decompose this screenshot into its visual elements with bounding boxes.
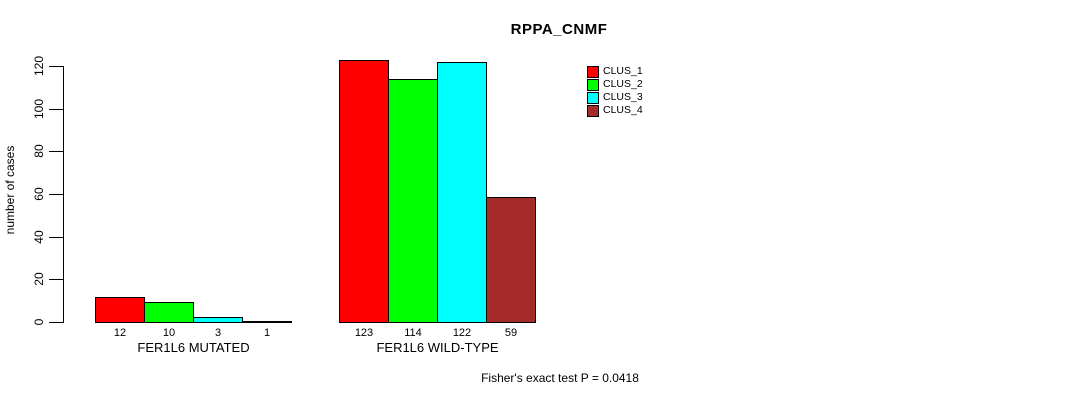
y-tick-label: 100: [32, 98, 46, 120]
y-tick-label: 120: [32, 55, 46, 77]
bar-value-label: 114: [404, 327, 422, 339]
y-tick-label: 0: [32, 318, 46, 326]
bar-value-label: 3: [214, 327, 222, 339]
bar-clus_3-group2: [437, 62, 487, 323]
legend-label-clus_3: CLUS_3: [603, 91, 643, 103]
legend-label-clus_4: CLUS_4: [603, 104, 643, 116]
bar-value-label: 122: [452, 327, 472, 339]
x-group-label: FER1L6 MUTATED: [137, 340, 250, 355]
bar-value-label: 123: [354, 327, 374, 339]
legend-swatch-clus_4: [587, 105, 599, 117]
y-tick: [49, 194, 63, 195]
x-group-label: FER1L6 WILD-TYPE: [376, 340, 499, 355]
y-tick: [49, 151, 63, 152]
bar-value-label: 12: [113, 327, 127, 339]
y-tick: [49, 109, 63, 110]
bar-value-label: 1: [263, 327, 271, 339]
y-tick-label: 60: [32, 187, 46, 201]
bar-value-label: 59: [504, 327, 518, 339]
y-tick: [49, 66, 63, 67]
legend-swatch-clus_2: [587, 79, 599, 91]
bar-clus_4-group2: [486, 197, 536, 323]
y-tick-label: 80: [32, 144, 46, 158]
y-tick: [49, 322, 63, 323]
fisher-test-annotation: Fisher's exact test P = 0.0418: [481, 371, 639, 385]
bar-value-label: 10: [162, 327, 176, 339]
legend-label-clus_2: CLUS_2: [603, 78, 643, 90]
bar-clus_1-group2: [339, 60, 389, 323]
y-tick-label: 40: [32, 230, 46, 244]
y-tick: [49, 279, 63, 280]
y-tick-label: 20: [32, 272, 46, 286]
bar-clus_3-group1: [193, 317, 243, 323]
y-axis-label: number of cases: [3, 145, 17, 235]
chart-title: RPPA_CNMF: [510, 21, 608, 38]
bar-clus_4-group1: [242, 321, 292, 323]
legend-swatch-clus_1: [587, 66, 599, 78]
y-tick: [49, 237, 63, 238]
bar-clus_2-group1: [144, 302, 194, 323]
bar-clus_1-group1: [95, 297, 145, 323]
legend-label-clus_1: CLUS_1: [603, 65, 643, 77]
legend-swatch-clus_3: [587, 92, 599, 104]
bar-clus_2-group2: [388, 79, 438, 323]
y-axis-line: [63, 66, 64, 323]
